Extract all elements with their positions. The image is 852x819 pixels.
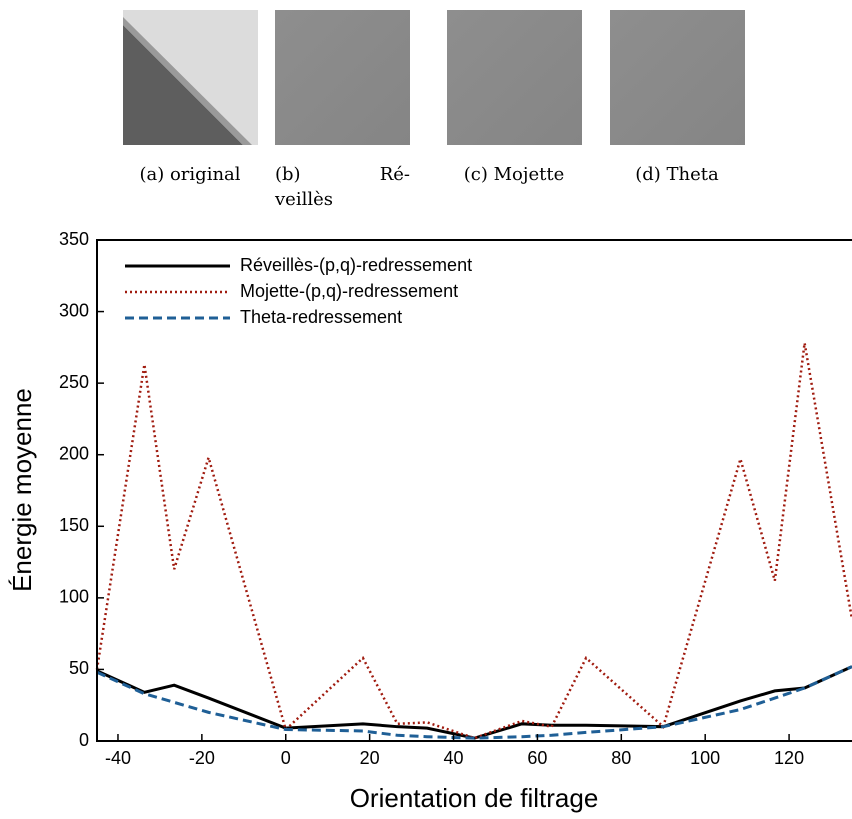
y-tick-label: 350 — [59, 229, 89, 249]
series-line — [96, 665, 852, 740]
x-tick-label: 20 — [360, 748, 380, 768]
axes — [96, 239, 852, 742]
caption: (a) original — [139, 164, 240, 185]
x-tick-label: -40 — [105, 748, 131, 768]
series-line — [95, 342, 852, 740]
thumbnail-reveilles — [275, 10, 410, 145]
y-tick-label: 250 — [59, 372, 89, 392]
x-tick-label: 100 — [690, 748, 720, 768]
x-tick-label: 120 — [774, 748, 804, 768]
x-tick-label: 60 — [527, 748, 547, 768]
x-tick-label: 40 — [444, 748, 464, 768]
x-tick-label: 0 — [281, 748, 291, 768]
x-tick-label: 80 — [611, 748, 631, 768]
series-line — [96, 665, 852, 740]
y-tick-label: 150 — [59, 515, 89, 535]
caption: (d) Theta — [635, 164, 719, 185]
y-tick-label: 100 — [59, 587, 89, 607]
legend-label: Réveillès-(p,q)-redressement — [240, 255, 472, 275]
caption: Ré- — [380, 164, 410, 185]
y-tick-label: 50 — [69, 658, 89, 678]
caption: (c) Mojette — [464, 164, 564, 185]
y-tick-label: 300 — [59, 300, 89, 320]
thumbnail-original — [123, 10, 258, 145]
legend-label: Mojette-(p,q)-redressement — [240, 281, 458, 301]
thumbnail-mojette — [447, 10, 582, 145]
caption: veillès — [274, 189, 333, 210]
x-axis-label: Orientation de filtrage — [350, 783, 599, 813]
y-axis-label: Énergie moyenne — [7, 388, 37, 592]
x-tick-label: -20 — [189, 748, 215, 768]
thumbnail-theta — [610, 10, 745, 145]
y-tick-label: 0 — [79, 730, 89, 750]
y-tick-label: 200 — [59, 443, 89, 463]
caption: (b) — [275, 164, 301, 185]
legend-label: Theta-redressement — [240, 307, 402, 327]
